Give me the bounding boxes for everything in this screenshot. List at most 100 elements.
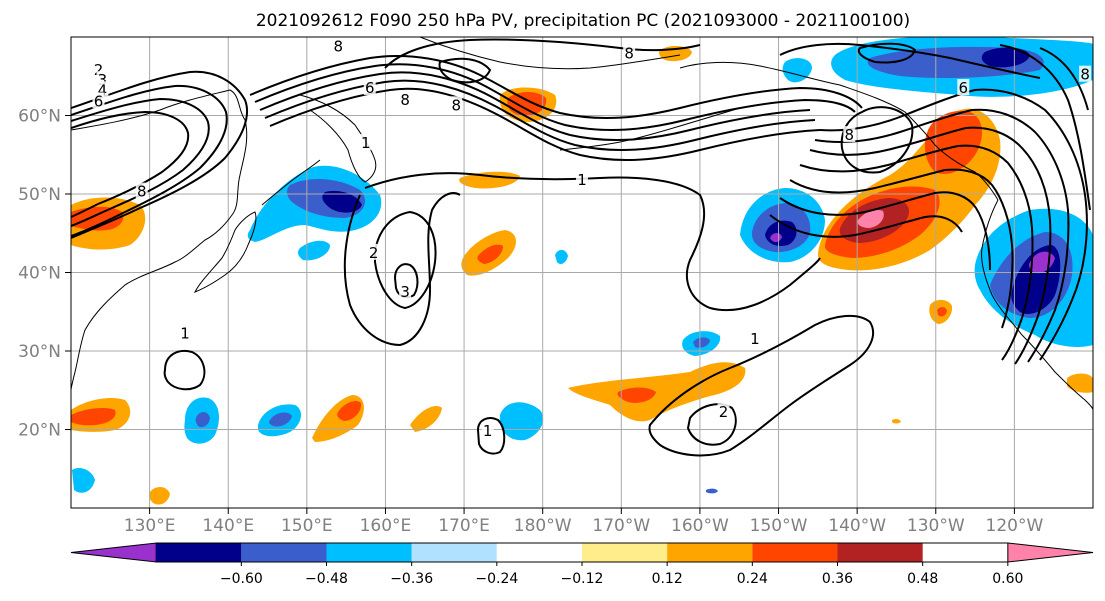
lon-tick-label: 150°W — [750, 516, 808, 536]
colorbar-tick-label: 0.24 — [737, 571, 768, 587]
colorbar-swatch — [156, 543, 242, 562]
pv-contour-label: 8 — [845, 126, 855, 144]
colorbar-tick-label: −0.60 — [220, 571, 263, 587]
coastline-japan — [193, 211, 257, 293]
colorbar-tick-label: 0.60 — [992, 571, 1023, 587]
precip-positive-region — [71, 206, 124, 231]
pv-contour-label: 1 — [361, 134, 371, 152]
pv-contour — [840, 106, 914, 174]
pv-contour — [71, 84, 228, 237]
pv-label-background — [359, 133, 372, 150]
pv-contour — [789, 168, 1014, 329]
pv-contour — [71, 70, 249, 239]
pv-label-background — [178, 324, 191, 341]
pv-contour — [364, 172, 821, 312]
colorbar-swatch — [241, 543, 327, 562]
precip-positive-region — [937, 307, 947, 317]
pv-contour — [779, 42, 1041, 79]
pv-contour-label: 8 — [624, 44, 634, 62]
pv-contour-label: 8 — [137, 183, 147, 201]
lon-tick-label: 120°W — [986, 516, 1044, 536]
pv-label-background — [399, 90, 412, 107]
precip-negative-region — [693, 337, 710, 348]
colorbar-tick-label: 0.36 — [822, 571, 853, 587]
pv-contour — [384, 38, 701, 69]
pv-contour-label: 1 — [483, 422, 493, 440]
pv-label-background — [367, 243, 380, 260]
lon-tick-label: 130°E — [124, 516, 176, 536]
coastline-north-america-west — [981, 199, 1093, 411]
colorbar-tick-label: 0.12 — [652, 571, 683, 587]
precip-positive-region — [617, 387, 656, 403]
precip-positive-region — [149, 486, 170, 505]
precip-negative-region — [195, 412, 210, 428]
pv-contour — [799, 144, 1034, 361]
precip-positive-region — [857, 210, 884, 228]
precip-negative-region — [981, 47, 1030, 68]
precip-negative-region — [72, 468, 95, 493]
precip-positive-region — [71, 407, 116, 426]
precip-negative-region — [322, 190, 362, 213]
lon-tick-label: 140°W — [828, 516, 886, 536]
colorbar-swatch — [582, 543, 668, 562]
lat-tick-label: 50°N — [18, 185, 61, 205]
pv-contour-label: 1 — [750, 330, 760, 348]
lat-tick-label: 60°N — [18, 107, 61, 127]
precip-positive-region — [568, 362, 746, 422]
colorbar-tick-label: −0.12 — [561, 571, 604, 587]
colorbar-tick-label: 0.48 — [907, 571, 938, 587]
pv-label-background — [717, 403, 730, 420]
colorbar-extend-min — [70, 542, 157, 563]
pv-contour-label: 3 — [98, 71, 108, 89]
pv-contour — [438, 57, 492, 84]
lon-tick-label: 180°W — [514, 516, 572, 536]
colorbar-swatches — [70, 542, 1094, 563]
pv-contour — [857, 42, 917, 64]
pv-label-background — [1079, 65, 1092, 82]
pv-contour — [254, 63, 856, 131]
pv-contour — [374, 210, 437, 310]
lon-tick-label: 160°E — [360, 516, 412, 536]
lon-tick-label: 170°E — [438, 516, 490, 536]
axis-ticks: 130°E 140°E 150°E 160°E 170°E 180°W 170°W 160°W… — [18, 107, 1043, 537]
lat-tick-label: 30°N — [18, 342, 61, 362]
pv-contour — [249, 55, 863, 119]
colorbar-swatch — [752, 543, 838, 562]
pv-label-background — [450, 96, 463, 113]
precip-negative-region — [298, 240, 330, 261]
pv-contour — [814, 108, 1070, 363]
pv-contour-label: 2 — [94, 61, 104, 79]
colorbar: −0.60 −0.48 −0.36 −0.24 −0.12 0.12 0.24 0.36 0.4… — [70, 542, 1094, 587]
pv-label-background — [332, 37, 345, 54]
pv-contour — [686, 403, 737, 446]
lon-tick-label: 160°W — [671, 516, 729, 536]
lon-tick-label: 140°E — [202, 516, 254, 536]
plot-title: 2021092612 F090 250 hPa PV, precipitatio… — [256, 11, 910, 31]
pv-label-background — [623, 44, 636, 61]
lat-tick-label: 20°N — [18, 421, 61, 441]
coastline-kurils — [261, 159, 321, 206]
lat-tick-label: 40°N — [18, 264, 61, 284]
pv-contour-label: 6 — [959, 79, 969, 97]
colorbar-swatch — [411, 543, 497, 562]
precip-positive-region — [924, 110, 982, 175]
pv-label-background — [399, 283, 412, 300]
pv-label-background — [748, 330, 761, 347]
pv-contour — [71, 97, 210, 227]
colorbar-ticks: −0.60 −0.48 −0.36 −0.24 −0.12 0.12 0.24 0.36 0.4… — [220, 562, 1023, 587]
colorbar-swatch — [496, 543, 582, 562]
pv-contour-label: 2 — [719, 403, 729, 421]
pv-contour — [259, 71, 811, 141]
pv-label-background — [363, 79, 376, 96]
coastline-asia — [71, 89, 248, 391]
colorbar-swatch — [326, 543, 412, 562]
pv-contour-label: 2 — [369, 244, 379, 262]
precip-positive-region — [477, 244, 503, 264]
colorbar-swatch — [667, 543, 753, 562]
precip-positive-region — [410, 405, 442, 432]
precip-negative-region — [706, 488, 718, 494]
colorbar-extend-max — [1007, 542, 1094, 563]
precip-negative-region — [499, 402, 544, 441]
pv-contour — [476, 417, 506, 455]
